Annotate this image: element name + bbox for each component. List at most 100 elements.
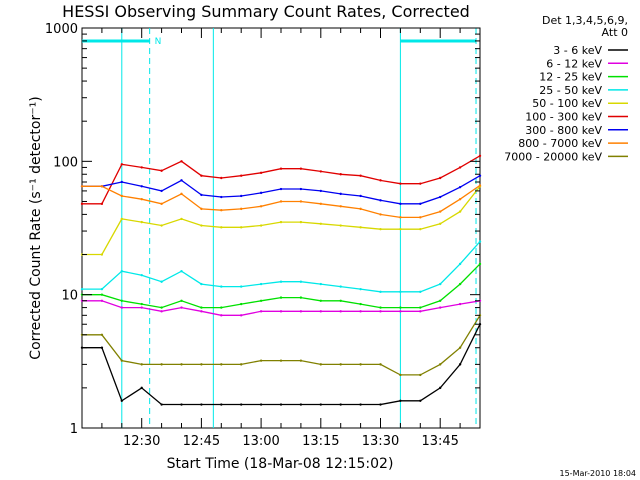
series-layer <box>80 154 482 406</box>
data-point <box>299 280 303 283</box>
data-point <box>220 195 223 199</box>
data-point <box>120 299 124 302</box>
data-point <box>240 207 243 211</box>
data-point <box>359 226 362 229</box>
data-point <box>140 273 143 277</box>
data-point <box>319 202 322 206</box>
data-point <box>439 195 442 199</box>
legend-label: 100 - 300 keV <box>525 111 602 124</box>
data-point <box>120 269 124 273</box>
data-point <box>120 217 124 221</box>
data-point <box>319 310 322 313</box>
data-point <box>279 296 283 299</box>
data-point <box>279 403 283 406</box>
data-point <box>180 306 183 309</box>
data-point <box>240 314 243 317</box>
data-point <box>220 363 223 366</box>
x-axis-label: Start Time (18-Mar-08 12:15:02) <box>167 456 394 472</box>
data-point <box>299 187 303 191</box>
legend-header: Att 0 <box>602 26 628 39</box>
data-point <box>439 176 442 180</box>
data-point <box>379 213 382 216</box>
series-line-2 <box>82 263 481 309</box>
data-point <box>359 174 362 177</box>
data-point <box>220 209 223 212</box>
data-point <box>100 333 104 337</box>
data-point <box>419 373 422 377</box>
data-point <box>339 205 342 208</box>
data-point <box>100 299 104 302</box>
data-point <box>399 306 402 309</box>
data-point <box>140 306 143 309</box>
data-point <box>399 373 402 377</box>
data-point <box>439 386 442 390</box>
data-point <box>160 403 163 406</box>
data-point <box>200 282 203 286</box>
data-point <box>379 310 382 313</box>
x-tick-label: 12:30 <box>123 434 160 449</box>
data-point <box>319 299 322 302</box>
data-point <box>419 227 422 231</box>
data-point <box>200 174 203 177</box>
x-tick-label: 13:30 <box>362 434 399 449</box>
data-point <box>180 403 183 406</box>
data-point <box>339 192 342 196</box>
data-point <box>399 227 402 231</box>
x-tick-label: 13:15 <box>302 434 339 449</box>
data-point <box>200 310 203 313</box>
data-point <box>419 399 422 402</box>
data-point <box>240 302 243 306</box>
data-point <box>80 202 84 206</box>
data-point <box>399 216 402 219</box>
data-point <box>439 299 442 302</box>
data-point <box>299 403 303 406</box>
data-point <box>240 174 243 177</box>
data-point <box>140 166 143 169</box>
data-point <box>240 226 243 229</box>
data-point <box>299 220 303 224</box>
data-point <box>478 174 482 177</box>
data-point <box>240 363 243 366</box>
data-point <box>160 169 163 172</box>
data-point <box>160 224 163 227</box>
data-point <box>379 363 382 366</box>
data-point <box>120 359 124 362</box>
data-point <box>458 166 462 169</box>
data-point <box>160 363 163 366</box>
observing-markers: N <box>82 28 477 428</box>
data-point <box>240 403 243 406</box>
data-point <box>220 176 223 180</box>
y-tick-label: 1000 <box>45 22 78 37</box>
data-point <box>339 285 342 288</box>
data-point <box>478 154 482 158</box>
data-point <box>220 314 223 317</box>
chart-title: HESSI Observing Summary Count Rates, Cor… <box>62 2 470 21</box>
data-point <box>339 173 342 176</box>
data-point <box>259 191 263 195</box>
data-point <box>279 167 283 170</box>
data-point <box>419 216 422 219</box>
data-point <box>180 217 183 221</box>
data-point <box>259 171 263 175</box>
data-point <box>259 205 263 208</box>
data-point <box>399 290 402 294</box>
y-axis-label: Corrected Count Rate (s⁻¹ detector⁻¹) <box>28 96 44 359</box>
data-point <box>200 306 203 309</box>
data-point <box>240 194 243 198</box>
data-point <box>140 185 143 188</box>
data-point <box>220 285 223 288</box>
data-point <box>419 202 422 206</box>
data-point <box>80 185 84 188</box>
observing-bar-label: N <box>155 37 162 47</box>
data-point <box>299 310 303 313</box>
data-point <box>120 180 124 184</box>
data-point <box>80 287 84 291</box>
data-point <box>359 363 362 366</box>
data-point <box>180 363 183 366</box>
legend-label: 25 - 50 keV <box>539 84 602 97</box>
data-point <box>299 296 303 299</box>
data-point <box>259 310 263 313</box>
data-point <box>359 302 362 306</box>
data-point <box>379 306 382 309</box>
data-point <box>279 220 283 224</box>
